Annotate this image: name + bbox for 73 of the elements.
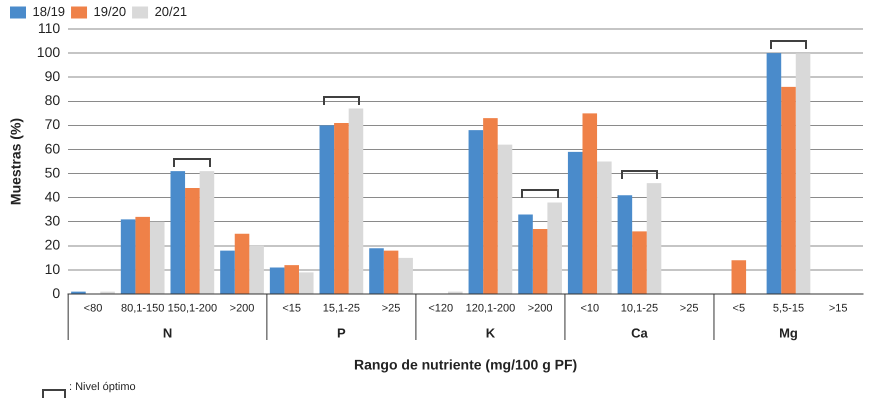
text: P [337,326,346,341]
legend-label: 20/21 [154,4,188,20]
bar [200,171,214,294]
x-tick-label: >15 [828,302,848,315]
bar [632,231,647,294]
bar [170,171,186,294]
bar [234,234,250,294]
text: Ca [631,326,649,341]
y-tick-label: 30 [44,212,60,229]
bar [597,162,612,294]
bar [781,86,796,294]
bar [732,260,746,294]
bar [498,144,512,294]
x-tick-label: 150,1-200 [168,302,218,315]
x-tick-label: <80 [84,302,102,315]
x-tick-label: 10,1-25 [620,302,658,315]
bar [334,122,349,294]
bar [369,248,384,294]
text: Mg [779,326,798,341]
y-tick-label: 110 [38,20,60,36]
x-tick-label: <120 [428,302,454,315]
x-tick-label: >25 [382,302,400,315]
bar [646,183,662,294]
y-tick-label: 0 [52,284,60,301]
bar [284,265,299,294]
x-tick-label: <5 [732,302,746,315]
text: K [486,326,496,341]
bar [348,108,364,294]
bar [320,125,334,294]
bar [568,152,582,294]
x-tick-label: 15,1-25 [322,302,360,315]
text: N [162,326,172,341]
y-tick-label: 10 [44,260,60,277]
bar [135,216,150,294]
bar [298,272,314,294]
bar [532,228,548,294]
bar [270,268,284,294]
bar [120,219,136,294]
bar [766,53,782,294]
y-tick-label: 100 [36,44,60,60]
bar [398,258,413,294]
bar [618,195,632,294]
x-tick-label: <15 [282,302,302,315]
y-tick-label: 80 [44,92,60,108]
x-axis-title: Rango de nutriente (mg/100 g PF) [354,356,578,372]
x-tick-label: 120,1-200 [466,302,516,315]
y-axis-title: Muestras (%) [7,118,24,206]
bar [150,222,165,294]
bar [582,113,598,294]
bar [796,53,810,294]
y-tick-label: 40 [44,188,60,204]
bar [384,250,398,294]
bar [483,118,498,294]
x-tick-label: <10 [580,302,600,315]
text: : Nivel óptimo [69,381,136,393]
legend-label: 19/20 [94,4,126,20]
legend-label: 18/19 [32,4,66,20]
bar [468,130,484,294]
y-tick-label: 90 [44,68,60,84]
x-tick-label: >200 [230,302,254,315]
y-tick-label: 50 [44,164,60,180]
y-tick-label: 20 [44,236,60,253]
bar [547,202,562,294]
bar [220,250,235,294]
bar [185,188,200,294]
y-tick-label: 60 [44,140,60,156]
x-tick-label: 80,1-150 [120,302,164,315]
x-tick-label: >25 [680,302,698,315]
x-tick-label: >200 [528,302,552,315]
y-tick-label: 70 [44,116,60,132]
x-tick-label: 5,5-15 [772,302,804,315]
bar [249,246,264,294]
bar [518,214,533,294]
